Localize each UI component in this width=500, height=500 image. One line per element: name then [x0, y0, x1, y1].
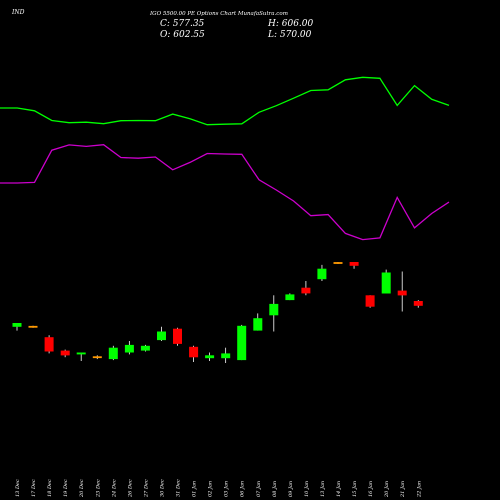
open-price-label: O: 602.55 [160, 30, 205, 40]
candle-body [140, 345, 150, 351]
date-tick-label: 27 Dec [143, 479, 149, 498]
date-tick-label: 09 Jan [288, 481, 294, 497]
candle [237, 324, 247, 361]
candle-body [333, 262, 343, 264]
date-tick-label: 22 Jan [416, 481, 422, 498]
candle-body [365, 295, 375, 307]
date-axis: 13 Dec 17 Dec 18 Dec 19 Dec 20 Dec 23 Dec 24 D… [15, 479, 422, 498]
candle-body [124, 344, 134, 353]
candle-body [44, 337, 54, 352]
candle [189, 345, 199, 362]
candle [381, 269, 391, 294]
candle [221, 347, 231, 363]
date-tick-label: 18 Dec [47, 479, 53, 497]
candle [173, 327, 182, 346]
date-tick-label: 10 Jan [304, 481, 310, 497]
candle-body [349, 262, 359, 266]
candle [92, 355, 102, 360]
candle-body [205, 355, 215, 359]
date-tick-label: 16 Jan [368, 481, 374, 497]
date-tick-label: 20 Jan [384, 481, 390, 498]
date-tick-label: 13 Jan [320, 481, 326, 497]
candle-body [28, 325, 38, 328]
date-tick-label: 15 Jan [352, 481, 358, 497]
candle-body [301, 287, 311, 294]
low-price-label: L: 570.00 [267, 30, 312, 40]
candle-body [413, 301, 423, 306]
candle [44, 335, 54, 354]
date-tick-label: 08 Jan [272, 481, 278, 497]
candle [124, 341, 134, 355]
date-tick-label: 21 Jan [400, 481, 406, 498]
candle-body [221, 353, 231, 359]
candle [349, 262, 359, 269]
date-tick-label: 17 Dec [31, 479, 37, 497]
date-tick-label: 24 Dec [111, 479, 117, 498]
chart-subtitle: IGO 5500.00 PE Options Chart MunafaSutra… [149, 11, 288, 17]
date-tick-label: 06 Jan [240, 481, 246, 497]
ticker-label: IND [11, 9, 25, 16]
date-tick-label: 31 Dec [176, 479, 182, 497]
date-tick-label: 07 Jan [256, 481, 262, 497]
date-tick-label: 19 Dec [63, 479, 69, 497]
candle [317, 264, 327, 281]
candle-body [269, 303, 279, 316]
high-price-label: H: 606.00 [267, 19, 314, 29]
candle [397, 271, 407, 312]
candle-body [189, 346, 199, 358]
date-tick-label: 13 Dec [15, 479, 21, 497]
candlesticks [12, 262, 423, 363]
candle [285, 293, 295, 301]
candle-body [237, 325, 247, 361]
candle [157, 326, 166, 341]
indicator-lines [0, 76, 450, 241]
candle-body [397, 290, 407, 296]
date-tick-label: 03 Jan [224, 481, 230, 497]
date-tick-label: 20 Dec [79, 479, 85, 498]
date-tick-label: 30 Dec [160, 479, 166, 497]
candle-body [60, 350, 70, 356]
candle [205, 352, 215, 361]
date-tick-label: 26 Dec [127, 479, 133, 498]
candle-body [108, 347, 118, 360]
candle-body [92, 356, 102, 359]
date-tick-label: 14 Jan [336, 481, 342, 497]
date-tick-label: 23 Dec [95, 479, 101, 498]
candle [333, 262, 343, 264]
candle-body [173, 328, 182, 344]
lower-indicator-line [0, 144, 450, 241]
candle-body [76, 352, 86, 355]
candle [269, 295, 279, 332]
candle [413, 300, 423, 308]
candle [12, 323, 22, 331]
date-tick-label: 02 Jan [208, 481, 214, 497]
candle [108, 345, 118, 361]
candle [60, 349, 70, 358]
candle-body [253, 318, 263, 331]
candle [365, 295, 375, 308]
candle [28, 325, 38, 328]
candle-body [12, 323, 22, 327]
date-tick-label: 01 Jan [192, 481, 198, 497]
candle-body [381, 272, 391, 294]
close-price-label: C: 577.35 [160, 19, 205, 29]
candle [140, 344, 150, 352]
upper-indicator-line [0, 76, 450, 126]
candle-body [157, 331, 166, 341]
candle [76, 352, 86, 361]
candle-body [317, 268, 327, 280]
candle [253, 313, 263, 331]
candle [301, 281, 311, 296]
candle-body [285, 294, 295, 301]
